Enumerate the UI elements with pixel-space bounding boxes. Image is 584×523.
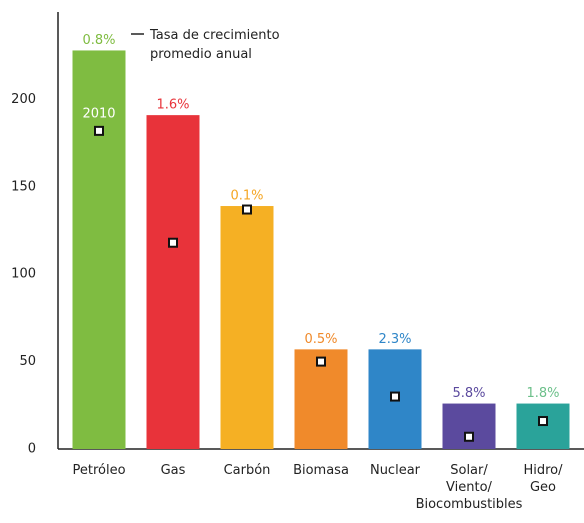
growth-label: 1.6% xyxy=(156,98,189,113)
x-tick-label: Hidro/ Geo xyxy=(523,463,563,495)
marker-2010 xyxy=(538,416,548,427)
marker-2010 xyxy=(168,237,178,248)
x-tick-label: Carbón xyxy=(223,463,271,478)
y-tick-label: 100 xyxy=(11,267,36,282)
legend-label: Tasa de crecimiento promedio anual xyxy=(150,28,280,62)
bar xyxy=(220,206,274,449)
marker-2010 xyxy=(390,391,400,402)
growth-label: 2.3% xyxy=(378,332,411,347)
marker-2010 xyxy=(316,356,326,367)
y-tick-label: 200 xyxy=(11,92,36,107)
growth-label: 1.8% xyxy=(526,386,559,401)
bar xyxy=(442,403,496,449)
marker-2010 xyxy=(94,125,104,136)
bar xyxy=(146,115,200,449)
growth-label: 0.8% xyxy=(82,33,115,48)
marker-2010 xyxy=(464,431,474,442)
growth-label: 0.1% xyxy=(230,189,263,204)
y-tick-label: 50 xyxy=(19,354,36,369)
x-tick-label: Solar/ Viento/ Biocombustibles xyxy=(415,463,523,512)
y-tick-label: 150 xyxy=(11,179,36,194)
marker-2010 xyxy=(242,204,252,215)
growth-label: 0.5% xyxy=(304,332,337,347)
x-tick-label: Biomasa xyxy=(293,463,349,478)
bar xyxy=(72,50,126,450)
x-tick-label: Nuclear xyxy=(369,463,421,478)
y-tick-label: 0 xyxy=(28,442,36,457)
marker-label: 2010 xyxy=(82,106,115,121)
x-tick-label: Petróleo xyxy=(72,463,126,478)
growth-label: 5.8% xyxy=(452,386,485,401)
bar xyxy=(516,403,570,449)
x-tick-label: Gas xyxy=(160,463,186,478)
